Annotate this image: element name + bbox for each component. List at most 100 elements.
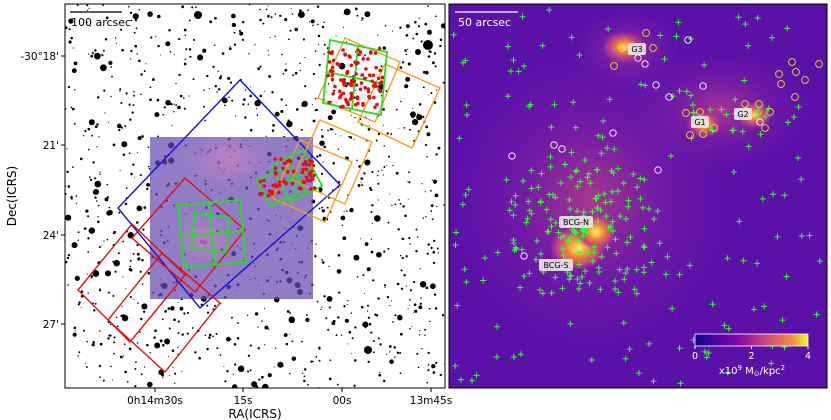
target-point: [341, 91, 346, 95]
star: [86, 9, 89, 12]
star: [249, 128, 253, 132]
star: [184, 58, 187, 61]
star: [168, 28, 171, 32]
galaxy-label-g3: G3: [628, 43, 646, 55]
star: [237, 321, 239, 324]
member-cross: [456, 135, 463, 142]
star: [122, 153, 126, 156]
target-point: [339, 93, 343, 97]
star: [251, 381, 258, 388]
star: [246, 314, 249, 316]
target-point: [330, 77, 335, 82]
target-point: [262, 184, 267, 188]
star: [153, 336, 156, 339]
right-panel-frame: [448, 3, 828, 389]
star: [203, 89, 205, 91]
member-cross: [560, 252, 567, 258]
star: [181, 5, 185, 9]
star: [154, 112, 160, 118]
member-cross: [654, 208, 661, 214]
star: [224, 104, 226, 107]
star: [86, 21, 88, 24]
star: [223, 365, 225, 368]
star: [178, 38, 180, 40]
star: [393, 346, 396, 349]
member-cross: [707, 106, 714, 113]
star: [383, 166, 386, 168]
target-point: [268, 189, 273, 193]
star: [117, 252, 120, 255]
star: [323, 145, 327, 149]
member-cross: [633, 266, 640, 273]
star: [346, 303, 348, 306]
star: [384, 286, 386, 288]
star: [321, 306, 323, 308]
target-point: [341, 80, 346, 84]
target-point: [362, 76, 367, 81]
star: [203, 105, 206, 108]
member-cross: [539, 290, 546, 297]
member-cross: [609, 227, 616, 234]
star: [164, 338, 171, 345]
star: [370, 238, 373, 240]
bright-star: [194, 11, 202, 19]
star: [274, 35, 276, 38]
star: [195, 6, 197, 8]
star: [412, 37, 415, 40]
member-cross: [616, 266, 623, 273]
star: [97, 204, 100, 207]
star: [328, 306, 331, 309]
star: [128, 5, 130, 8]
star: [143, 70, 146, 73]
star: [241, 20, 245, 24]
white-circle: [558, 145, 566, 153]
target-point: [373, 51, 378, 55]
star: [217, 88, 221, 91]
star: [335, 334, 338, 337]
star: [184, 34, 187, 37]
star: [370, 331, 373, 334]
star: [396, 282, 400, 286]
member-cross: [638, 81, 645, 88]
star: [343, 210, 345, 212]
member-cross: [745, 42, 752, 49]
star: [130, 19, 133, 22]
star: [317, 23, 319, 26]
star: [157, 14, 161, 19]
star: [104, 270, 112, 277]
member-cross: [683, 88, 690, 95]
star: [378, 373, 382, 377]
star: [442, 81, 445, 84]
star: [138, 59, 141, 63]
member-cross: [612, 236, 619, 243]
member-cross: [511, 247, 518, 254]
star: [329, 127, 333, 131]
member-cross: [718, 106, 725, 113]
member-cross: [504, 93, 511, 100]
star: [312, 360, 314, 363]
star: [133, 299, 135, 301]
star: [259, 65, 262, 68]
star: [86, 340, 88, 343]
star: [404, 84, 409, 89]
y-axis-label: Dec(ICRS): [5, 166, 19, 226]
member-cross: [595, 264, 602, 271]
member-cross: [593, 195, 600, 202]
star: [342, 236, 347, 241]
star: [375, 139, 378, 142]
star: [145, 63, 147, 65]
star: [185, 48, 188, 51]
member-cross: [798, 232, 805, 239]
star: [183, 312, 186, 315]
yellow-circle: [775, 70, 783, 78]
star: [424, 143, 428, 147]
star: [341, 224, 343, 227]
star: [99, 171, 101, 173]
member-cross: [539, 42, 546, 49]
target-point: [379, 80, 384, 84]
star: [399, 372, 402, 374]
star: [197, 54, 204, 61]
star: [134, 18, 138, 22]
member-cross: [730, 169, 737, 175]
